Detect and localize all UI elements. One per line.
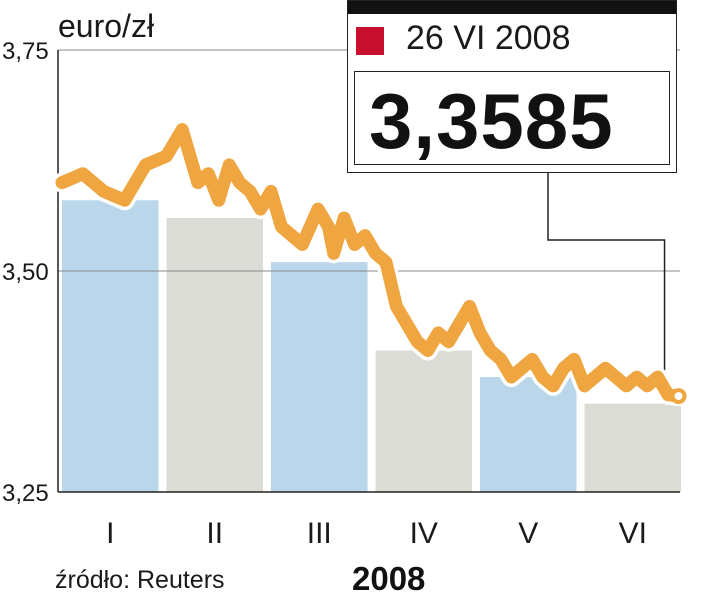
callout-value: 3,3585 (369, 77, 614, 165)
series-line (52, 119, 689, 407)
y-tick-labels: 3,75 3,50 3,25 (2, 38, 49, 507)
x-tick-labels: I II III IV V VI (106, 517, 647, 550)
callout-date: 26 VI 2008 (406, 19, 571, 57)
value-callout: 26 VI 2008 3,3585 (347, 0, 677, 173)
x-tick-label: II (206, 517, 223, 550)
y-tick-label: 3,50 (2, 259, 49, 286)
callout-color-marker (356, 27, 384, 55)
series-line-path (55, 123, 686, 403)
source-label: źródło: Reuters (55, 566, 225, 594)
x-tick-label: V (518, 517, 538, 550)
y-tick-label: 3,75 (2, 38, 49, 65)
month-band (166, 217, 263, 492)
month-band (62, 200, 159, 492)
last-value-point (670, 388, 687, 405)
y-tick-label: 3,25 (2, 480, 49, 507)
month-band (480, 377, 577, 492)
x-tick-label: III (307, 517, 332, 550)
month-bands (62, 200, 681, 492)
month-band (375, 350, 472, 492)
unit-label: euro/zł (58, 8, 155, 44)
month-band (271, 262, 368, 492)
axes (57, 50, 680, 493)
callout-value-box: 3,3585 (354, 71, 670, 165)
x-tick-label: I (106, 517, 114, 550)
x-tick-label: VI (619, 517, 647, 550)
month-band (584, 403, 681, 492)
x-tick-label: IV (410, 517, 438, 550)
year-label: 2008 (352, 560, 426, 597)
callout-top-bar (348, 1, 676, 14)
